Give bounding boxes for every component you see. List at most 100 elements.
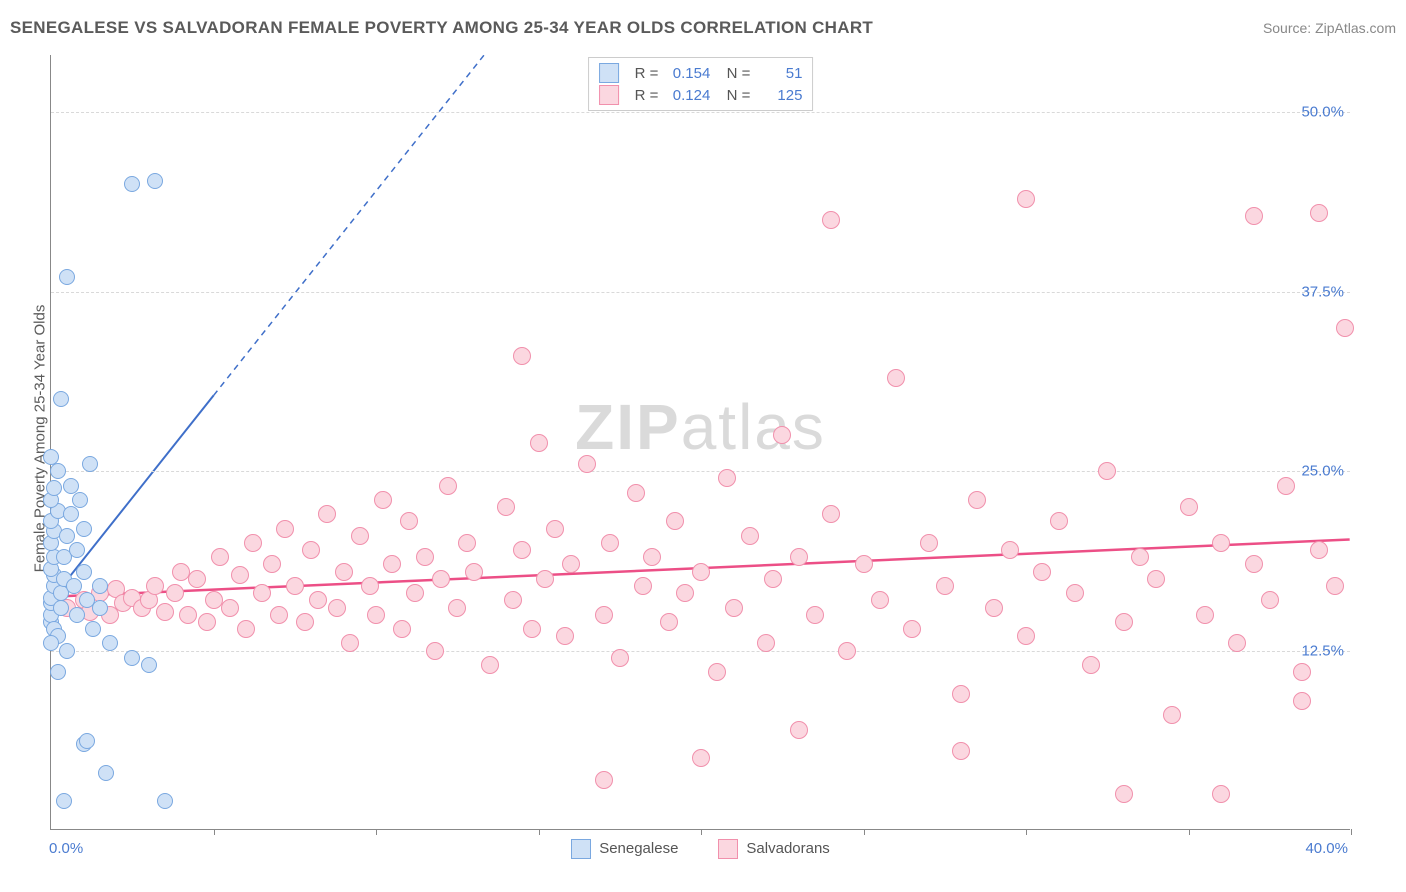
scatter-point-salvadorans [341,634,359,652]
scatter-point-salvadorans [634,577,652,595]
scatter-point-senegalese [141,657,157,673]
scatter-point-salvadorans [1017,190,1035,208]
scatter-point-salvadorans [1147,570,1165,588]
scatter-point-salvadorans [276,520,294,538]
gridline [51,471,1350,472]
scatter-point-salvadorans [328,599,346,617]
scatter-point-salvadorans [374,491,392,509]
scatter-point-salvadorans [367,606,385,624]
scatter-point-salvadorans [627,484,645,502]
scatter-point-senegalese [59,269,75,285]
x-tick-mark [1351,829,1352,835]
scatter-point-salvadorans [146,577,164,595]
scatter-point-salvadorans [822,505,840,523]
scatter-point-salvadorans [1180,498,1198,516]
scatter-point-salvadorans [1293,663,1311,681]
stat-label-r: R = [635,65,659,82]
scatter-point-salvadorans [432,570,450,588]
scatter-point-senegalese [124,650,140,666]
legend-label-salvadorans: Salvadorans [746,840,829,857]
y-tick-label: 25.0% [1301,463,1344,480]
scatter-point-salvadorans [1245,207,1263,225]
x-tick-mark [1189,829,1190,835]
scatter-point-salvadorans [1261,591,1279,609]
scatter-point-salvadorans [536,570,554,588]
scatter-point-salvadorans [887,369,905,387]
scatter-point-salvadorans [188,570,206,588]
scatter-point-salvadorans [335,563,353,581]
scatter-point-senegalese [56,793,72,809]
scatter-point-salvadorans [1310,204,1328,222]
scatter-point-salvadorans [393,620,411,638]
x-tick-mark [214,829,215,835]
scatter-point-salvadorans [855,555,873,573]
scatter-point-senegalese [46,480,62,496]
scatter-point-salvadorans [426,642,444,660]
x-tick-mark [701,829,702,835]
scatter-point-salvadorans [1245,555,1263,573]
scatter-point-salvadorans [198,613,216,631]
scatter-point-salvadorans [231,566,249,584]
scatter-point-salvadorans [504,591,522,609]
scatter-point-salvadorans [166,584,184,602]
watermark: ZIPatlas [575,390,826,464]
scatter-point-senegalese [72,492,88,508]
title-bar: SENEGALESE VS SALVADORAN FEMALE POVERTY … [10,18,1396,38]
scatter-point-salvadorans [530,434,548,452]
swatch-senegalese [599,63,619,83]
scatter-point-salvadorans [708,663,726,681]
scatter-point-senegalese [43,635,59,651]
scatter-point-senegalese [53,600,69,616]
watermark-atlas: atlas [681,391,826,463]
stat-r-salvadorans: 0.124 [666,87,710,104]
scatter-point-senegalese [53,391,69,407]
scatter-point-salvadorans [179,606,197,624]
scatter-point-senegalese [66,578,82,594]
scatter-point-salvadorans [1277,477,1295,495]
x-tick-mark [376,829,377,835]
scatter-point-senegalese [79,733,95,749]
y-tick-label: 50.0% [1301,104,1344,121]
scatter-point-senegalese [63,506,79,522]
legend-item-salvadorans: Salvadorans [718,839,829,859]
scatter-point-salvadorans [1228,634,1246,652]
scatter-point-salvadorans [666,512,684,530]
scatter-point-salvadorans [985,599,1003,617]
scatter-point-salvadorans [1336,319,1354,337]
scatter-point-salvadorans [237,620,255,638]
scatter-point-salvadorans [439,477,457,495]
scatter-point-salvadorans [221,599,239,617]
scatter-point-senegalese [50,664,66,680]
scatter-point-senegalese [92,600,108,616]
scatter-point-senegalese [50,463,66,479]
scatter-point-salvadorans [764,570,782,588]
swatch-salvadorans [599,85,619,105]
stat-label-n: N = [718,87,750,104]
scatter-point-salvadorans [595,606,613,624]
stats-row-senegalese: R = 0.154 N = 51 [599,62,803,84]
scatter-point-salvadorans [578,455,596,473]
scatter-point-salvadorans [523,620,541,638]
scatter-point-senegalese [69,542,85,558]
scatter-point-salvadorans [725,599,743,617]
scatter-point-salvadorans [611,649,629,667]
stats-legend-box: R = 0.154 N = 51 R = 0.124 N = 125 [588,57,814,111]
scatter-point-salvadorans [643,548,661,566]
scatter-point-salvadorans [1082,656,1100,674]
scatter-point-senegalese [59,643,75,659]
source-attribution: Source: ZipAtlas.com [1263,20,1396,36]
scatter-point-salvadorans [790,721,808,739]
scatter-point-salvadorans [1098,462,1116,480]
scatter-point-salvadorans [936,577,954,595]
scatter-point-salvadorans [1115,613,1133,631]
scatter-point-salvadorans [601,534,619,552]
scatter-point-salvadorans [692,749,710,767]
y-tick-label: 12.5% [1301,642,1344,659]
scatter-point-senegalese [76,521,92,537]
chart-title: SENEGALESE VS SALVADORAN FEMALE POVERTY … [10,18,873,38]
scatter-point-salvadorans [1326,577,1344,595]
scatter-point-salvadorans [296,613,314,631]
scatter-point-salvadorans [920,534,938,552]
stat-n-salvadorans: 125 [758,87,802,104]
scatter-point-salvadorans [513,541,531,559]
